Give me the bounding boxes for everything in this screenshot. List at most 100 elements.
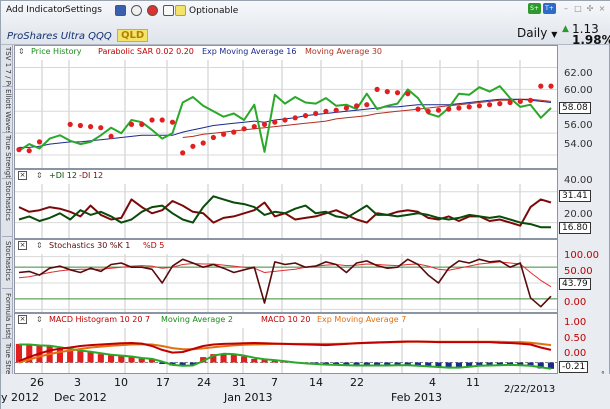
t-plus-badge[interactable]: T+ (543, 3, 556, 14)
current-date-label: 2/22/2013 (504, 384, 556, 395)
histogram-bar (374, 362, 381, 366)
legend-ma-2[interactable]: Moving Average 2 (161, 315, 233, 324)
save-icon[interactable] (115, 5, 126, 16)
legend-ma-30[interactable]: Moving Average 30 (305, 47, 383, 56)
drag-handle-icon[interactable]: ⇕ (36, 241, 43, 250)
date-tick: 17 (156, 376, 170, 389)
close-panel-icon[interactable]: × (18, 241, 27, 250)
side-tabs: TSV 1 7 / Pct Elliott Waves True Strengt… (1, 45, 13, 391)
sar-dot (210, 134, 216, 141)
histogram-bar (148, 358, 155, 363)
macd-panel[interactable]: × ⇕ MACD Histogram 10 20 7 Moving Averag… (14, 313, 558, 374)
price-panel[interactable]: ⇕ Price History Parabolic SAR 0.02 0.20 … (14, 45, 558, 169)
sar-dot (261, 121, 268, 127)
legend-stoch-d[interactable]: %D 5 (143, 241, 165, 250)
interval-dropdown[interactable]: Daily ▼ (517, 26, 557, 40)
toolbar: Add Indicator Settings Optionable S+ T+ … (1, 1, 610, 47)
side-tab-true-strength[interactable]: True Strength (2, 135, 12, 179)
note-icon[interactable] (175, 5, 186, 16)
legend-price-history[interactable]: Price History (31, 47, 82, 56)
stop-icon[interactable] (147, 5, 158, 16)
sar-dot (159, 117, 165, 123)
close-panel-icon[interactable]: × (18, 171, 27, 180)
price-history-line (18, 85, 552, 153)
histogram-bar (189, 362, 196, 365)
histogram-bar (97, 354, 104, 363)
axis-tick: 54.00 (564, 139, 593, 150)
close-icon[interactable]: × (598, 4, 606, 13)
interval-value: Daily (517, 26, 548, 40)
symbol-ticker[interactable]: QLD (117, 29, 149, 42)
stochastics-panel[interactable]: × ⇕ Stochastics 30 %K 1 %D 5 (14, 239, 558, 313)
sar-dot (374, 86, 380, 92)
sar-dot (139, 121, 145, 127)
sar-dot (538, 83, 544, 89)
minimize-icon[interactable]: – (564, 4, 568, 13)
histogram-bar (159, 362, 166, 364)
legend-ema-7[interactable]: Exp Moving Average 7 (317, 315, 407, 324)
price-axis: 62.00 60.00 58.08 56.00 54.00 (558, 45, 610, 169)
legend-plus-di[interactable]: +DI 12 (49, 171, 77, 180)
histogram-bar (435, 362, 442, 368)
dmi-legend: × ⇕ +DI 12 -DI 12 (15, 170, 557, 183)
histogram-bar (537, 362, 544, 369)
histogram-bar (322, 362, 329, 365)
drag-handle-icon[interactable]: ⇕ (36, 171, 43, 180)
close-panel-icon[interactable]: × (18, 315, 27, 324)
axis-tick: 56.00 (564, 120, 593, 131)
sar-dot (466, 104, 472, 110)
sar-dot (425, 108, 431, 114)
date-tick: 11 (466, 376, 480, 389)
histogram-bar (547, 362, 554, 369)
sar-dot (108, 133, 114, 139)
side-tab-tsv[interactable]: TSV 1 7 / Pct (2, 47, 12, 87)
axis-tick: 1.00 (564, 317, 587, 328)
legend-parabolic-sar[interactable]: Parabolic SAR 0.02 0.20 (98, 47, 194, 56)
sar-dot (251, 124, 257, 130)
side-tab-formula-lists[interactable]: Formula Lists (2, 293, 12, 339)
move-icon[interactable]: ✣ (586, 4, 594, 13)
drag-handle-icon[interactable]: ⇕ (36, 315, 43, 324)
side-tab-stochastics-2[interactable]: Stochastics (2, 241, 12, 289)
sar-dot (302, 113, 309, 119)
dmi-axis: 40.00 31.41 20.00 16.80 (558, 169, 610, 239)
sar-dot (149, 117, 155, 123)
legend-stoch-k[interactable]: Stochastics 30 %K 1 (49, 241, 131, 250)
axis-tick: 62.00 (564, 68, 593, 79)
histogram-bar (271, 360, 278, 363)
price-chart (15, 60, 557, 168)
drag-handle-icon[interactable]: ⇕ (18, 47, 25, 56)
macd-value: -0.21 (559, 361, 589, 373)
side-tab-elliott-waves[interactable]: Elliott Waves (2, 89, 12, 133)
sar-dot (98, 125, 104, 131)
restore-icon[interactable]: □ (574, 4, 582, 13)
settings-button[interactable]: Settings (65, 5, 102, 15)
sar-dot (456, 105, 462, 111)
histogram-bar (466, 362, 473, 367)
sar-dot (517, 98, 523, 104)
sar-dot (88, 124, 94, 130)
histogram-bar (455, 362, 462, 368)
sar-dot (405, 91, 411, 97)
macd-line (18, 340, 552, 362)
sar-dot (354, 103, 360, 109)
legend-minus-di[interactable]: -DI 12 (79, 171, 104, 180)
print-icon[interactable] (163, 5, 174, 16)
stoch-k-line (18, 258, 552, 308)
alarm-clock-icon[interactable] (131, 5, 142, 16)
histogram-bar (108, 355, 115, 363)
histogram-bar (333, 362, 340, 365)
sar-dot (527, 97, 534, 103)
legend-ema-16[interactable]: Exp Moving Average 16 (202, 47, 297, 56)
side-tab-stochastics[interactable]: Stochastics (2, 181, 12, 237)
sar-dot (476, 103, 482, 109)
histogram-bar (210, 354, 217, 363)
legend-macd-line[interactable]: MACD 10 20 (261, 315, 311, 324)
s-plus-badge[interactable]: S+ (528, 3, 541, 14)
axis-tick: 100.00 (564, 250, 599, 261)
dmi-panel[interactable]: × ⇕ +DI 12 -DI 12 (14, 169, 558, 239)
axis-tick: 20.00 (564, 209, 593, 220)
date-tick: 22 (350, 376, 364, 389)
add-indicator-button[interactable]: Add Indicator (6, 5, 67, 15)
legend-macd-histogram[interactable]: MACD Histogram 10 20 7 (49, 315, 151, 324)
